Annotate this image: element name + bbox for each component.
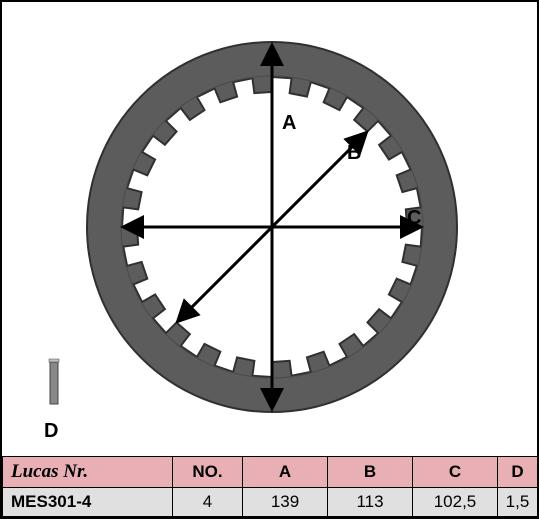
dim-label-d: D (44, 420, 58, 443)
cell-a: 139 (243, 488, 328, 517)
dim-label-b: B (347, 142, 361, 165)
diagram-area: A B C D (2, 2, 537, 447)
cell-no: 4 (173, 488, 243, 517)
header-lucas: Lucas Nr. (3, 457, 173, 488)
header-a: A (243, 457, 328, 488)
clutch-disc-diagram (2, 2, 537, 447)
header-d: D (498, 457, 538, 488)
dim-label-a: A (282, 112, 296, 135)
header-c: C (413, 457, 498, 488)
frame: A B C D Lucas Nr. NO. A B C D MES301-4 4… (0, 0, 539, 519)
cell-c: 102,5 (413, 488, 498, 517)
cell-d: 1,5 (498, 488, 538, 517)
header-no: NO. (173, 457, 243, 488)
table-row: MES301-4 4 139 113 102,5 1,5 (3, 488, 538, 517)
table-header-row: Lucas Nr. NO. A B C D (3, 457, 538, 488)
cell-partno: MES301-4 (3, 488, 173, 517)
dimension-table: Lucas Nr. NO. A B C D MES301-4 4 139 113… (2, 456, 537, 517)
header-b: B (328, 457, 413, 488)
cell-b: 113 (328, 488, 413, 517)
dim-label-c: C (407, 207, 421, 230)
